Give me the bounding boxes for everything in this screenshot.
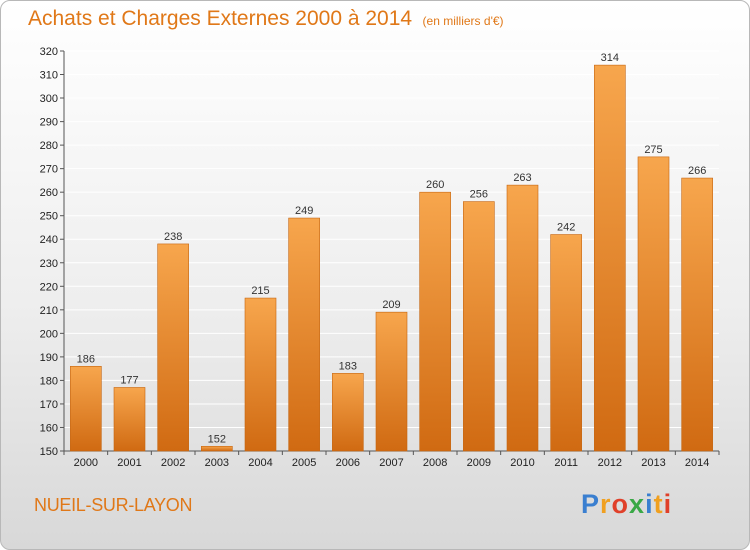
bar-2000	[70, 365, 102, 452]
y-tick-label: 320	[40, 46, 58, 58]
data-label-2003: 152	[208, 433, 226, 445]
data-label-2014: 266	[688, 165, 706, 177]
data-labels: 186 177 238 152 215 249 183 209 260 256 263 242 314 2…	[77, 52, 707, 445]
x-tick-label-2003: 2003	[205, 457, 229, 469]
bar-2014	[681, 177, 713, 452]
x-tick-label-2012: 2012	[598, 457, 622, 469]
logo-letter: P	[581, 489, 601, 519]
x-tick-label-2007: 2007	[379, 457, 403, 469]
data-label-2008: 260	[426, 179, 444, 191]
bar-2011	[550, 234, 582, 452]
y-tick-label: 300	[40, 93, 58, 105]
data-label-2013: 275	[644, 144, 662, 156]
y-tick-label: 180	[40, 375, 58, 387]
y-tick-label: 190	[40, 352, 58, 364]
y-tick-label: 240	[40, 234, 58, 246]
bar-2006	[332, 373, 364, 452]
bar-2009	[463, 201, 495, 452]
x-tick-label-2008: 2008	[423, 457, 447, 469]
data-label-2006: 183	[339, 360, 357, 372]
x-tick-label-2000: 2000	[74, 457, 98, 469]
bar-2005	[288, 217, 320, 452]
x-tick-label-2010: 2010	[510, 457, 534, 469]
logo-letter: o	[611, 489, 630, 519]
chart-subtitle: (en milliers d'€)	[422, 14, 504, 28]
x-tick-label-2006: 2006	[336, 457, 360, 469]
x-tick-label-2005: 2005	[292, 457, 316, 469]
x-tick-label-2001: 2001	[117, 457, 141, 469]
bar-2001	[113, 387, 146, 452]
y-tick-label: 270	[40, 164, 58, 176]
data-label-2000: 186	[77, 353, 95, 365]
x-tick-label-2013: 2013	[641, 457, 665, 469]
data-label-2011: 242	[557, 222, 575, 234]
logo-letter: t	[653, 489, 664, 519]
y-tick-label: 210	[40, 305, 58, 317]
x-tick-label-2004: 2004	[248, 457, 272, 469]
bar-2003	[201, 445, 233, 452]
x-tick-label-2002: 2002	[161, 457, 185, 469]
commune-name: NUEIL-SUR-LAYON	[34, 495, 193, 515]
data-label-2012: 314	[601, 52, 619, 64]
proxiti-logo[interactable]: Proxiti	[581, 489, 672, 520]
data-label-2010: 263	[513, 172, 531, 184]
bar-2010	[506, 184, 539, 452]
y-tick-labels: 150 160 170 180 190 200 210 220 230 240 250 260 270 2…	[40, 46, 58, 458]
bar-2008	[419, 191, 451, 452]
y-tick-label: 250	[40, 211, 58, 223]
y-tick-label: 310	[40, 70, 58, 82]
x-tick-labels: 2000 2001 2002 2003 2004 2005 2006 2007 2008 2009…	[74, 457, 710, 469]
x-tick-label-2009: 2009	[467, 457, 491, 469]
data-label-2004: 215	[251, 285, 269, 297]
x-tick-label-2011: 2011	[554, 457, 578, 469]
bar-2013	[637, 156, 670, 452]
chart-title: Achats et Charges Externes 2000 à 2014	[28, 7, 413, 30]
data-label-2005: 249	[295, 205, 313, 217]
y-tick-label: 160	[40, 422, 58, 434]
data-label-2002: 238	[164, 231, 182, 243]
logo-letter: r	[600, 489, 612, 519]
y-tick-label: 280	[40, 140, 58, 152]
logo-letter: i	[663, 489, 673, 519]
bar-2002	[157, 243, 189, 452]
data-label-2009: 256	[470, 189, 488, 201]
y-tick-label: 170	[40, 399, 58, 411]
y-tick-label: 200	[40, 328, 58, 340]
data-label-2007: 209	[382, 299, 400, 311]
bar-2012	[594, 64, 626, 452]
y-tick-label: 220	[40, 281, 58, 293]
bar-2004	[244, 297, 277, 452]
y-tick-label: 230	[40, 258, 58, 270]
x-tick-label-2014: 2014	[685, 457, 709, 469]
bar-2007	[375, 311, 408, 452]
y-tick-label: 150	[40, 446, 58, 458]
logo-letter: i	[645, 489, 654, 519]
logo-letter: x	[629, 489, 646, 519]
bars	[70, 64, 713, 452]
y-tick-label: 260	[40, 187, 58, 199]
y-tick-label: 290	[40, 117, 58, 129]
data-label-2001: 177	[120, 374, 138, 386]
title-row: Achats et Charges Externes 2000 à 2014 (…	[28, 7, 504, 31]
